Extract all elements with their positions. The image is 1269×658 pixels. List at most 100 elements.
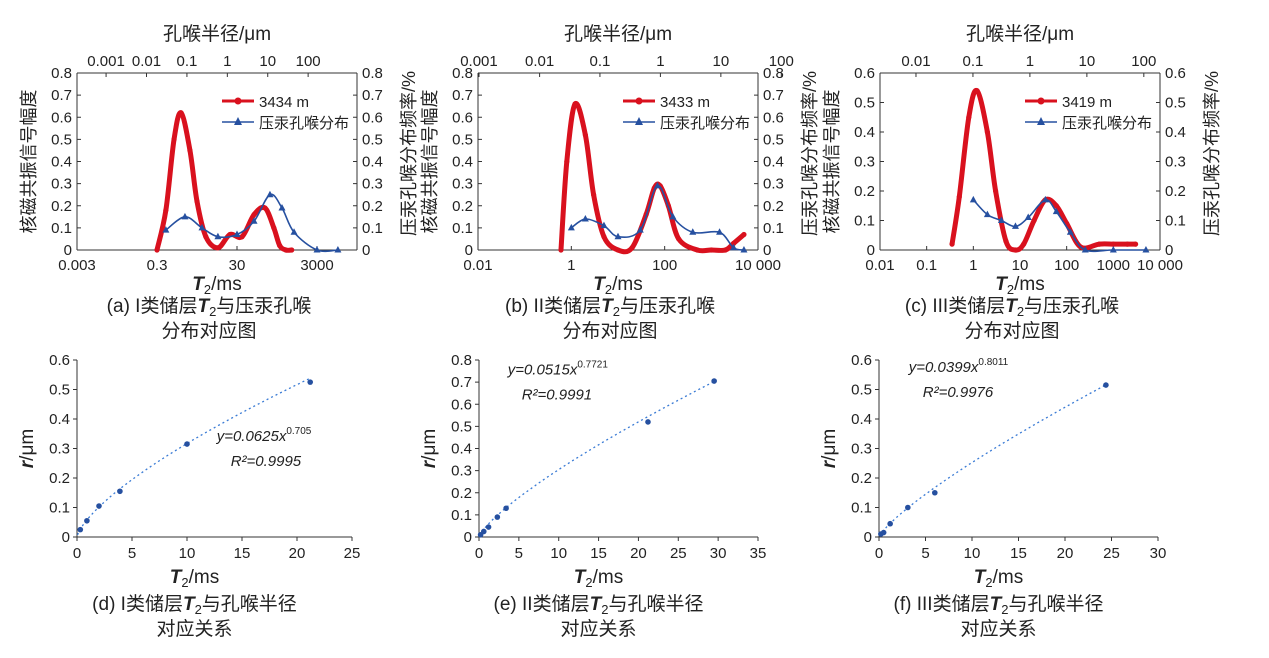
- top-axis-title: 孔喉半径/μm: [564, 23, 672, 45]
- data-point: [503, 505, 509, 512]
- y-tick-label: 0.4: [851, 411, 872, 428]
- data-point: [992, 188, 999, 194]
- data-point: [334, 246, 342, 253]
- x-tick-label: 0.003: [58, 257, 96, 274]
- y-tick-label-left: 0.5: [51, 131, 72, 148]
- data-point: [600, 221, 608, 229]
- data-point: [84, 517, 90, 524]
- y-tick-label-right: 0.7: [763, 87, 784, 104]
- y-tick-label-right: 0.6: [362, 109, 383, 126]
- y-axis-label: r/μm: [419, 429, 440, 468]
- y-axis-label-right: 压汞孔喉分布频率/%: [800, 71, 820, 236]
- data-point: [1066, 228, 1074, 235]
- y-tick-label-right: 0.6: [1165, 65, 1186, 82]
- data-point: [194, 198, 200, 204]
- data-point: [880, 529, 887, 536]
- x-tick-label: 5: [128, 545, 136, 562]
- y-tick-label: 0.1: [451, 507, 472, 524]
- x-tick-label: 1: [969, 257, 977, 274]
- data-point: [676, 236, 682, 242]
- data-point: [1011, 222, 1019, 229]
- data-point: [1031, 217, 1037, 224]
- top-tick-label: 10: [1079, 53, 1096, 70]
- y-tick-label: 0.2: [851, 470, 872, 487]
- data-point: [239, 234, 245, 240]
- chart-panel-e: 0 0.1 0.2 0.3 0.4 0.5 0.6 0.7 0.8 0 5 10 15 20 25 30 35 y…: [419, 352, 766, 640]
- y-tick-label-right: 0.4: [362, 154, 383, 171]
- series-line-nmr: [154, 110, 292, 253]
- y-tick-label-right: 0.3: [763, 176, 784, 193]
- data-point: [290, 228, 298, 235]
- x-tick-label: 30: [229, 257, 246, 274]
- y-tick-label-right: 0: [763, 242, 771, 259]
- top-tick-label: 0.001: [87, 53, 125, 70]
- r-squared: R²=0.9995: [231, 453, 302, 470]
- y-tick-label-right: 0.4: [1165, 124, 1186, 141]
- y-tick-label-left: 0: [465, 242, 473, 259]
- data-point: [614, 232, 622, 240]
- data-point: [178, 110, 184, 116]
- data-point: [984, 129, 990, 135]
- x-tick-label: 10: [179, 545, 196, 562]
- y-tick-label-left: 0.3: [854, 154, 875, 171]
- data-point: [558, 247, 564, 253]
- legend-label: 3433 m: [660, 94, 710, 111]
- data-point: [1132, 241, 1139, 247]
- caption-line-2: 对应关系: [960, 618, 1036, 640]
- y-tick-label-right: 0.8: [763, 65, 784, 82]
- y-tick-label-right: 0.7: [362, 87, 383, 104]
- y-tick-label-left: 0.1: [452, 220, 473, 237]
- y-tick-label-left: 0.5: [854, 95, 875, 112]
- top-tick-label: 10: [713, 53, 730, 70]
- data-point: [694, 247, 700, 253]
- data-point: [251, 212, 257, 218]
- data-point: [480, 528, 487, 535]
- y-tick-label-right: 0.6: [763, 109, 784, 126]
- data-point: [171, 136, 177, 142]
- data-point: [1081, 246, 1089, 253]
- x-tick-label: 5: [921, 545, 929, 562]
- data-point: [636, 226, 644, 233]
- y-axis-label-left: 核磁共振信号幅度: [822, 90, 842, 234]
- y-tick-label-right: 0: [362, 242, 370, 259]
- data-point: [215, 245, 221, 251]
- data-point: [905, 504, 911, 511]
- data-point: [117, 488, 123, 495]
- x-tick-label: 25: [1103, 545, 1120, 562]
- legend-marker: [1037, 97, 1045, 105]
- data-point: [974, 88, 980, 94]
- data-point: [645, 419, 651, 425]
- x-tick-label: 10 000: [735, 257, 781, 274]
- x-tick-label: 15: [1010, 545, 1027, 562]
- y-tick-label-left: 0.5: [452, 131, 473, 148]
- data-point: [629, 245, 635, 251]
- legend-marker: [1037, 117, 1045, 125]
- x-tick-label: 0.01: [865, 257, 894, 274]
- data-point: [1003, 238, 1009, 244]
- x-tick-label: 20: [1057, 545, 1074, 562]
- x-tick-label: 25: [344, 545, 361, 562]
- y-tick-label-left: 0.7: [452, 87, 473, 104]
- x-tick-label: 10: [1012, 257, 1029, 274]
- y-tick-label-left: 0.4: [452, 154, 473, 171]
- y-tick-label-left: 0.3: [452, 176, 473, 193]
- x-tick-label: 100: [652, 257, 677, 274]
- data-point: [181, 212, 189, 220]
- y-tick-label: 0.7: [451, 374, 472, 391]
- data-point: [233, 230, 241, 238]
- data-point: [162, 226, 170, 233]
- y-tick-label-left: 0.2: [452, 198, 473, 215]
- data-point: [1109, 246, 1117, 253]
- x-tick-label: 10 000: [1137, 257, 1183, 274]
- top-tick-label: 0.1: [963, 53, 984, 70]
- x-tick-label: 10: [550, 545, 567, 562]
- caption: (c) III类储层T2与压汞孔喉: [905, 295, 1119, 319]
- data-point: [494, 514, 501, 520]
- data-point: [266, 190, 274, 198]
- y-axis-label-right: 压汞孔喉分布频率/%: [399, 71, 419, 236]
- data-point: [997, 216, 1005, 223]
- chart-panel-c: 0 0 0.1 0.1 0.2 0.2 0.3 0.3 0.4 0.4 0.5 0.5 0.6 0.6 0.…: [822, 23, 1222, 342]
- top-tick-label: 100: [296, 53, 321, 70]
- data-point: [887, 520, 893, 527]
